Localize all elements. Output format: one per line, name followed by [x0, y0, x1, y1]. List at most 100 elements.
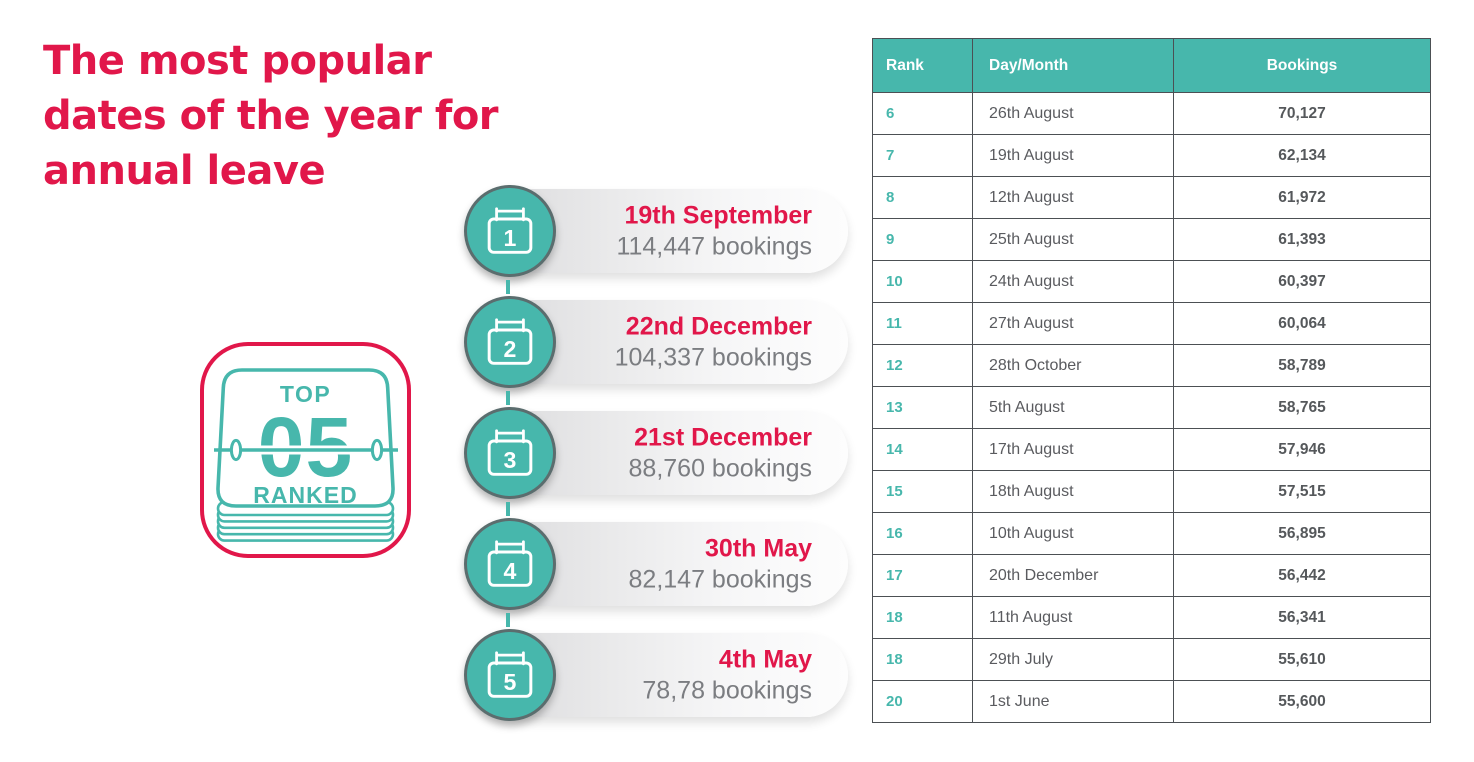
badge-bottom-label: RANKED: [253, 482, 357, 508]
rank-cell: 10: [872, 260, 973, 303]
day-month-cell: 26th August: [972, 92, 1174, 135]
table-row: 10 24th August 60,397: [872, 260, 1431, 303]
list-item-text: 4th May 78,78 bookings: [642, 645, 812, 706]
day-month-cell: 17th August: [972, 428, 1174, 471]
calendar-icon: 2: [487, 318, 533, 365]
day-month-cell: 18th August: [972, 470, 1174, 513]
list-item-date: 22nd December: [625, 312, 812, 341]
list-item: 2 22nd December 104,337 bookings: [464, 296, 848, 405]
bookings-cell: 55,610: [1173, 638, 1431, 681]
table-row: 13 5th August 58,765: [872, 386, 1431, 429]
list-item-text: 22nd December 104,337 bookings: [615, 312, 812, 373]
rank-cell: 18: [872, 596, 973, 639]
bookings-cell: 56,442: [1173, 554, 1431, 597]
table-row: 11 27th August 60,064: [872, 302, 1431, 345]
bookings-cell: 56,341: [1173, 596, 1431, 639]
table-row: 18 29th July 55,610: [872, 638, 1431, 681]
rank-cell: 9: [872, 218, 973, 261]
day-month-cell: 20th December: [972, 554, 1174, 597]
connector-line: [506, 502, 510, 516]
bookings-cell: 55,600: [1173, 680, 1431, 723]
rank-circle: 5: [464, 629, 556, 721]
list-item-text: 30th May 82,147 bookings: [629, 534, 812, 595]
connector-line: [506, 613, 510, 627]
rank-cell: 11: [872, 302, 973, 345]
day-month-cell: 28th October: [972, 344, 1174, 387]
bookings-cell: 70,127: [1173, 92, 1431, 135]
title-line-3: annual leave: [43, 147, 326, 194]
bookings-cell: 57,515: [1173, 470, 1431, 513]
day-month-cell: 10th August: [972, 512, 1174, 555]
list-item-bookings: 88,760 bookings: [628, 454, 812, 483]
list-item-bookings: 78,78 bookings: [642, 676, 812, 705]
list-item: 1 19th September 114,447 bookings: [464, 185, 848, 294]
calendar-rank-number: 5: [504, 669, 517, 695]
list-item: 3 21st December 88,760 bookings: [464, 407, 848, 516]
rank-cell: 7: [872, 134, 973, 177]
list-item-text: 19th September 114,447 bookings: [616, 201, 812, 262]
rankings-table-body: 6 26th August 70,127 7 19th August 62,13…: [872, 92, 1431, 723]
list-item-bookings: 82,147 bookings: [628, 565, 812, 594]
day-month-cell: 11th August: [972, 596, 1174, 639]
calendar-icon: 5: [487, 651, 533, 698]
connector-line: [506, 391, 510, 405]
rank-cell: 20: [872, 680, 973, 723]
calendar-rank-number: 3: [504, 447, 517, 473]
list-item: 4 30th May 82,147 bookings: [464, 518, 848, 627]
flip-calendar-icon: TOP 05 RANKED: [200, 342, 411, 558]
list-item-text: 21st December 88,760 bookings: [629, 423, 812, 484]
rank-circle: 1: [464, 185, 556, 277]
top5-ranked-badge: TOP 05 RANKED: [198, 340, 413, 560]
calendar-rank-number: 1: [504, 225, 517, 251]
bookings-cell: 56,895: [1173, 512, 1431, 555]
page-title: The most popular dates of the year for a…: [43, 34, 603, 198]
connector-line: [506, 280, 510, 294]
bookings-column-header: Bookings: [1173, 38, 1431, 93]
table-row: 6 26th August 70,127: [872, 92, 1431, 135]
bookings-cell: 57,946: [1173, 428, 1431, 471]
rank-cell: 15: [872, 470, 973, 513]
calendar-icon: 4: [487, 540, 533, 587]
calendar-icon: 3: [487, 429, 533, 476]
table-row: 9 25th August 61,393: [872, 218, 1431, 261]
badge-top-label: TOP: [280, 381, 331, 407]
list-item-date: 19th September: [624, 201, 812, 230]
rank-cell: 14: [872, 428, 973, 471]
top5-list: 1 19th September 114,447 bookings 2 22nd…: [464, 185, 848, 721]
bookings-cell: 58,789: [1173, 344, 1431, 387]
table-row: 8 12th August 61,972: [872, 176, 1431, 219]
list-item: 5 4th May 78,78 bookings: [464, 629, 848, 721]
rank-cell: 16: [872, 512, 973, 555]
rankings-table-header: Rank Day/Month Bookings: [872, 38, 1431, 93]
table-row: 14 17th August 57,946: [872, 428, 1431, 471]
rank-cell: 18: [872, 638, 973, 681]
day-month-cell: 25th August: [972, 218, 1174, 261]
day-month-cell: 27th August: [972, 302, 1174, 345]
bookings-cell: 58,765: [1173, 386, 1431, 429]
table-row: 12 28th October 58,789: [872, 344, 1431, 387]
rank-cell: 6: [872, 92, 973, 135]
rank-circle: 4: [464, 518, 556, 610]
list-item-bookings: 104,337 bookings: [614, 343, 812, 372]
table-row: 17 20th December 56,442: [872, 554, 1431, 597]
table-row: 18 11th August 56,341: [872, 596, 1431, 639]
day-month-cell: 24th August: [972, 260, 1174, 303]
bookings-cell: 61,393: [1173, 218, 1431, 261]
bookings-cell: 62,134: [1173, 134, 1431, 177]
rank-cell: 13: [872, 386, 973, 429]
day-month-column-header: Day/Month: [972, 38, 1174, 93]
table-row: 16 10th August 56,895: [872, 512, 1431, 555]
rank-cell: 8: [872, 176, 973, 219]
day-month-cell: 19th August: [972, 134, 1174, 177]
rank-column-header: Rank: [872, 38, 973, 93]
rank-circle: 2: [464, 296, 556, 388]
calendar-rank-number: 4: [504, 558, 517, 584]
rank-cell: 12: [872, 344, 973, 387]
list-item-date: 21st December: [634, 423, 812, 452]
table-row: 15 18th August 57,515: [872, 470, 1431, 513]
list-item-date: 30th May: [705, 534, 812, 563]
rank-circle: 3: [464, 407, 556, 499]
day-month-cell: 12th August: [972, 176, 1174, 219]
table-row: 20 1st June 55,600: [872, 680, 1431, 723]
